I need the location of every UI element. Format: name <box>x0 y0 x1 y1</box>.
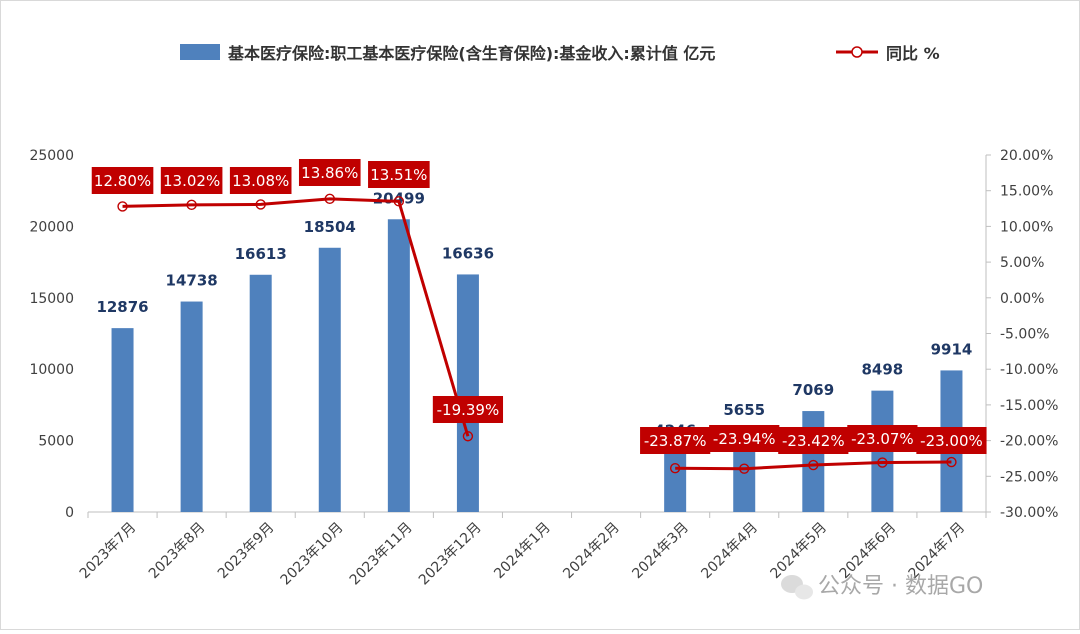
line-point <box>255 199 266 210</box>
line-label-text: 13.86% <box>301 164 358 182</box>
legend-line-label: 同比 % <box>886 44 940 63</box>
line-label-text: 13.08% <box>232 172 289 190</box>
line-label-text: 12.80% <box>94 172 151 190</box>
bar <box>318 247 341 512</box>
line-path <box>675 460 952 471</box>
line-label-box <box>640 427 711 454</box>
line-value-label: -23.42% <box>778 427 849 454</box>
line-value-label: 13.51% <box>368 161 430 188</box>
bar-value-label: 12876 <box>96 298 148 316</box>
bar-value-label: 16613 <box>235 245 287 263</box>
line-label-box <box>847 425 918 452</box>
y-right-tick-label: -25.00% <box>1000 469 1058 485</box>
y-right-tick-label: 5.00% <box>1000 255 1044 271</box>
y-right-tick-label: -5.00% <box>1000 327 1050 343</box>
y-right-tick-label: -30.00% <box>1000 505 1058 521</box>
line-label-box <box>778 427 849 454</box>
line-point <box>877 457 888 468</box>
bar-value-labels: 1287614738166131850420499166364246565570… <box>96 189 972 439</box>
legend: 基本医疗保险:职工基本医疗保险(含生育保险):基金收入:累计值 亿元 同比 % <box>180 44 940 63</box>
line-value-label: -23.87% <box>640 427 711 454</box>
line-value-label: -23.07% <box>847 425 918 452</box>
line-label-box <box>160 167 223 194</box>
y-left-tick-label: 0 <box>65 505 74 521</box>
wechat-logo <box>781 575 813 600</box>
line-value-label: -19.39% <box>432 396 504 423</box>
bar <box>111 328 134 512</box>
bar <box>664 451 687 512</box>
line-value-label: -23.00% <box>916 427 987 454</box>
y-left-tick-label: 10000 <box>29 362 74 378</box>
line-path <box>122 197 470 437</box>
line-label-text: 13.02% <box>163 172 220 190</box>
line-value-labels: 12.80% 13.02% 13.08% 13.86% 13.51% -19.39% -23… <box>91 159 987 454</box>
line-label-text: -23.07% <box>851 430 914 448</box>
y-left-tick-label: 15000 <box>29 291 74 307</box>
y-right-tick-label: -15.00% <box>1000 398 1058 414</box>
line-point <box>808 459 819 471</box>
y-right-tick-label: -10.00% <box>1000 362 1058 378</box>
line-point <box>739 463 750 474</box>
line-label-box <box>368 161 430 188</box>
bar-value-label: 7069 <box>792 381 834 399</box>
line-point <box>393 196 405 207</box>
line-label-box <box>916 427 987 454</box>
line-point <box>669 463 681 474</box>
line-label-box <box>298 159 361 186</box>
line-value-label: 12.80% <box>91 167 154 194</box>
bar <box>802 411 825 512</box>
line-label-text: -19.39% <box>437 401 500 419</box>
line-label-box <box>709 425 780 452</box>
y-left-tick-label: 25000 <box>29 148 74 164</box>
line-label-text: -23.00% <box>920 432 983 450</box>
line-value-label: 13.08% <box>229 167 292 194</box>
y-right-tick-label: 10.00% <box>1000 219 1053 235</box>
line-series <box>117 193 957 474</box>
line-label-box <box>91 167 154 194</box>
line-value-label: 13.02% <box>160 167 223 194</box>
line-label-text: -23.94% <box>713 430 776 448</box>
legend-line-marker <box>851 46 863 58</box>
line-value-label: -23.94% <box>709 425 780 452</box>
watermark-text: 公众号 · 数据GO <box>818 574 983 599</box>
line-point <box>324 193 335 205</box>
bar <box>249 274 272 512</box>
line-point <box>186 199 197 211</box>
y-right-tick-label: 20.00% <box>1000 148 1053 164</box>
line-label-text: 13.51% <box>370 166 427 184</box>
bar-value-label: 8498 <box>862 361 904 379</box>
legend-bar-label: 基本医疗保险:职工基本医疗保险(含生育保险):基金收入:累计值 亿元 <box>227 44 715 63</box>
bar-value-label: 20499 <box>373 189 425 207</box>
y-left-tick-label: 5000 <box>38 434 74 450</box>
bar <box>456 274 479 512</box>
bar-value-label: 5655 <box>723 401 765 419</box>
bar <box>387 219 410 512</box>
line-label-text: -23.87% <box>644 432 707 450</box>
line-label-box <box>432 396 504 423</box>
y-right-tick-label: 0.00% <box>1000 291 1044 307</box>
watermark: 公众号 · 数据GO <box>781 574 983 600</box>
bar-value-label: 16636 <box>442 244 494 262</box>
line-point <box>117 201 128 212</box>
line-value-label: 13.86% <box>298 159 361 186</box>
y-left-tick-label: 20000 <box>29 219 74 235</box>
y-right-tick-label: 15.00% <box>1000 184 1053 200</box>
line-label-text: -23.42% <box>782 432 845 450</box>
bar-value-label: 14738 <box>166 272 218 290</box>
y-right-tick-label: -20.00% <box>1000 434 1058 450</box>
line-label-box <box>229 167 292 194</box>
legend-bar-swatch <box>180 44 220 60</box>
line-point <box>462 431 474 442</box>
bar-value-label: 18504 <box>304 218 356 236</box>
line-point <box>946 456 957 468</box>
bar-value-label: 9914 <box>931 340 973 358</box>
bar <box>180 301 203 512</box>
